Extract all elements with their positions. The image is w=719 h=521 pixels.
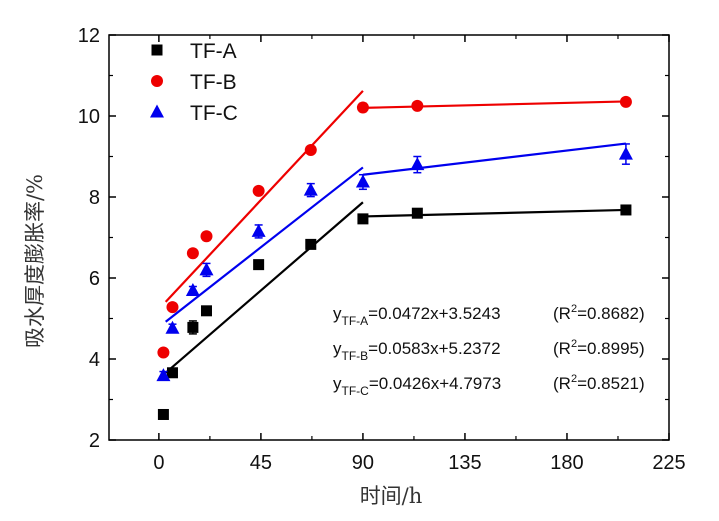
point-tf-c [251, 223, 266, 237]
equation-c: yTF-C=0.0426x+4.7973 [333, 374, 501, 398]
point-tf-c [410, 157, 425, 171]
axes: 0 45 90 135 180 225 2 4 6 8 10 12 [78, 25, 686, 474]
fit-lines [164, 90, 627, 374]
point-tf-a [357, 213, 369, 225]
y-tick-label: 6 [89, 268, 100, 290]
legend-label-tf-a: TF-A [190, 40, 237, 63]
y-tick-label: 2 [89, 430, 100, 452]
point-tf-a [187, 321, 199, 333]
legend-label-tf-b: TF-B [190, 71, 237, 94]
point-tf-b [186, 247, 199, 260]
point-tf-c [199, 262, 214, 276]
point-tf-b [166, 301, 179, 314]
equation-a: yTF-A=0.0472x+3.5243 [333, 304, 501, 328]
legend-label-tf-c: TF-C [190, 102, 238, 125]
x-tick-label: 0 [153, 452, 164, 474]
point-tf-b [304, 144, 317, 157]
point-tf-c [303, 182, 318, 196]
data-points [156, 95, 633, 420]
y-tick-label: 8 [89, 187, 100, 209]
x-tick-label: 225 [652, 452, 685, 474]
point-tf-b [619, 95, 632, 108]
point-tf-b [200, 230, 213, 243]
legend-marker-tf-c [150, 104, 164, 118]
x-axis-label: 时间/h [360, 484, 423, 508]
fit-line-tf-c [362, 142, 627, 176]
y-axis-label: 吸水厚度膨胀率/% [23, 174, 47, 348]
x-tick-label: 135 [448, 452, 481, 474]
fit-line-tf-b [362, 100, 626, 109]
axis-labels: 时间/h 吸水厚度膨胀率/% [23, 174, 422, 508]
y-tick-label: 4 [89, 349, 100, 371]
y-tick-label: 12 [78, 25, 100, 47]
point-tf-a [157, 408, 169, 420]
point-tf-a [200, 305, 212, 317]
fit-line-tf-b [164, 90, 364, 303]
r-squared-b: (R2=0.8995) [553, 338, 645, 358]
point-tf-a [411, 207, 423, 219]
point-tf-c [165, 320, 180, 334]
point-tf-c [355, 174, 370, 188]
point-tf-b [411, 99, 424, 112]
point-tf-b [356, 101, 369, 114]
legend: TF-A TF-B TF-C [150, 40, 238, 125]
legend-marker-tf-a [151, 44, 163, 56]
point-tf-c [618, 146, 633, 160]
x-tick-label: 45 [250, 452, 272, 474]
regression-equations: yTF-A=0.0472x+3.5243 (R2=0.8682) yTF-B=0.0… [333, 303, 645, 398]
point-tf-b [252, 184, 265, 197]
equation-b: yTF-B=0.0583x+5.2372 [333, 339, 501, 363]
fit-line-tf-a [362, 208, 626, 218]
r-squared-a: (R2=0.8682) [553, 303, 645, 323]
point-tf-a [620, 204, 632, 216]
y-tick-label: 10 [78, 106, 100, 128]
fit-line-tf-a [164, 201, 364, 374]
point-tf-a [305, 238, 317, 250]
point-tf-c [156, 368, 171, 382]
point-tf-a [166, 367, 178, 379]
point-tf-c [185, 283, 200, 297]
legend-marker-tf-b [151, 75, 163, 87]
point-tf-b [157, 346, 170, 359]
x-tick-label: 180 [550, 452, 583, 474]
point-tf-a [253, 259, 265, 271]
r-squared-c: (R2=0.8521) [553, 373, 645, 393]
x-tick-label: 90 [352, 452, 374, 474]
